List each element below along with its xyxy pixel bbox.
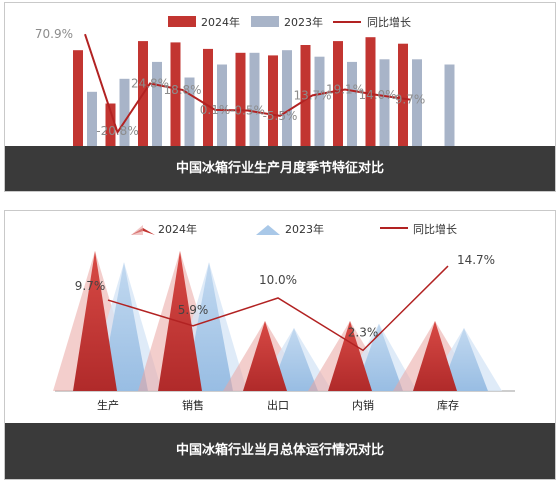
growth-data-label: -20.8% <box>96 124 138 138</box>
chart-title-overall: 中国冰箱行业当月总体运行情况对比 <box>5 423 555 479</box>
bar-2024 <box>73 50 83 150</box>
bar-2024 <box>235 52 246 149</box>
bar-2023 <box>185 262 233 391</box>
bar-2023 <box>314 56 325 150</box>
growth-data-label: 19.1% <box>326 83 364 97</box>
growth-data-label: 24.8% <box>131 76 169 90</box>
legend-label-growth: 同比增长 <box>413 222 457 236</box>
growth-data-label: 13.7% <box>293 88 331 102</box>
bar-2023 <box>100 262 148 391</box>
bar-2024 <box>105 103 116 149</box>
x-tick-label: 出口 <box>267 398 289 412</box>
bar-2023 <box>379 59 390 149</box>
bar-2024 <box>203 48 213 149</box>
bar-2024 <box>413 321 457 391</box>
growth-data-label: 10.0% <box>259 273 297 287</box>
legend-triangle-2023 <box>256 225 280 235</box>
bar-2023 <box>347 61 357 149</box>
legend-triangle-2024-shadow <box>131 225 143 235</box>
chart-panel-overall: 2024年 2023年 同比增长生产 销售 出口 内销 库存 9.7% 5.9% 10.0% 2.3… <box>4 210 556 480</box>
legend-swatch-2024 <box>168 16 196 27</box>
x-tick-label: 销售 <box>182 398 204 412</box>
growth-data-label: 14.7% <box>457 253 495 267</box>
legend-swatch-2023 <box>251 16 279 27</box>
bar-2023 <box>444 64 455 149</box>
bar-2024 <box>158 251 202 391</box>
growth-data-label: 9.7% <box>75 279 106 293</box>
bar-2023 <box>217 64 227 149</box>
bar-2023 <box>119 78 130 149</box>
growth-data-label: 14.0% <box>358 88 396 102</box>
bar-2023 <box>412 59 422 149</box>
growth-data-label: 9.7% <box>395 93 426 107</box>
bar-2023 <box>152 61 162 149</box>
chart-panel-monthly: 2024年 2023年 同比增长 70.9% -20.8% 24.8% 18.8% 0.1% -… <box>4 2 556 192</box>
growth-data-label: 0.1% <box>200 103 231 117</box>
x-tick-label: 内销 <box>352 398 374 412</box>
bar-2024 <box>300 45 311 149</box>
legend-label-2023: 2023年 <box>285 222 324 236</box>
bar-2024 <box>243 321 287 391</box>
bar-2024 <box>73 251 117 391</box>
growth-data-label: 18.8% <box>163 83 201 97</box>
growth-data-label: -5.5% <box>263 109 298 123</box>
legend-label-2024: 2024年 <box>201 15 240 29</box>
bar-2024 <box>170 42 181 149</box>
growth-data-label: 5.9% <box>178 303 209 317</box>
growth-line <box>84 33 411 135</box>
x-tick-label: 生产 <box>97 398 119 412</box>
bar-2024 <box>333 41 343 149</box>
bar-2023 <box>249 52 260 149</box>
growth-data-label: -0.5% <box>230 104 265 118</box>
bar-2024 <box>328 321 372 391</box>
x-tick-label: 库存 <box>437 398 459 412</box>
legend-label-growth: 同比增长 <box>367 15 411 29</box>
chart-title-monthly: 中国冰箱行业生产月度季节特征对比 <box>5 146 555 191</box>
bar-2023 <box>184 77 195 149</box>
bar-2024 <box>398 43 408 150</box>
bar-2023 <box>87 91 97 149</box>
bar-2023 <box>355 323 403 391</box>
growth-data-label: 70.9% <box>35 27 73 41</box>
bar-2024 <box>268 55 278 149</box>
bar-2023 <box>282 50 292 150</box>
legend-label-2024: 2024年 <box>158 222 197 236</box>
legend-label-2023: 2023年 <box>284 15 323 29</box>
growth-line <box>107 265 449 352</box>
growth-data-label: 2.3% <box>348 325 379 339</box>
